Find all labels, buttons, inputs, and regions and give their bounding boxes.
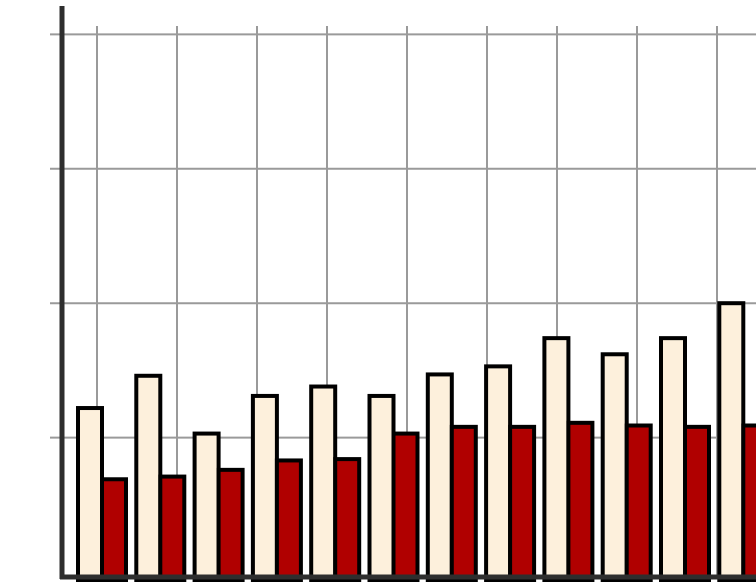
bar-series2-10 <box>624 423 653 582</box>
bar-series1-1 <box>76 406 104 582</box>
bar-series1-5 <box>309 384 338 582</box>
bar-series1-8 <box>484 364 513 582</box>
bar-series1-6 <box>367 393 396 582</box>
bar-series2-3 <box>216 467 245 582</box>
bar-series2-11 <box>683 424 711 582</box>
bar-series2-2 <box>158 474 187 582</box>
bar-series1-4 <box>250 393 279 582</box>
bar-series1-12 <box>717 301 746 582</box>
bar-series2-9 <box>566 420 595 582</box>
bar-series2-12 <box>741 423 756 582</box>
bars <box>76 301 756 582</box>
bar-series2-5 <box>333 457 362 582</box>
bar-series2-1 <box>100 477 128 582</box>
bar-series1-2 <box>134 373 163 582</box>
bar-series1-10 <box>600 352 629 582</box>
bar-series2-8 <box>508 424 537 582</box>
bar-series1-7 <box>425 372 454 582</box>
bar-series2-6 <box>391 431 420 582</box>
bar-series2-7 <box>449 424 478 582</box>
bar-series1-9 <box>542 336 571 582</box>
bar-series1-11 <box>659 336 687 582</box>
vertical-gridlines <box>96 26 718 577</box>
bar-series1-3 <box>192 431 221 582</box>
bar-series2-4 <box>274 458 303 582</box>
